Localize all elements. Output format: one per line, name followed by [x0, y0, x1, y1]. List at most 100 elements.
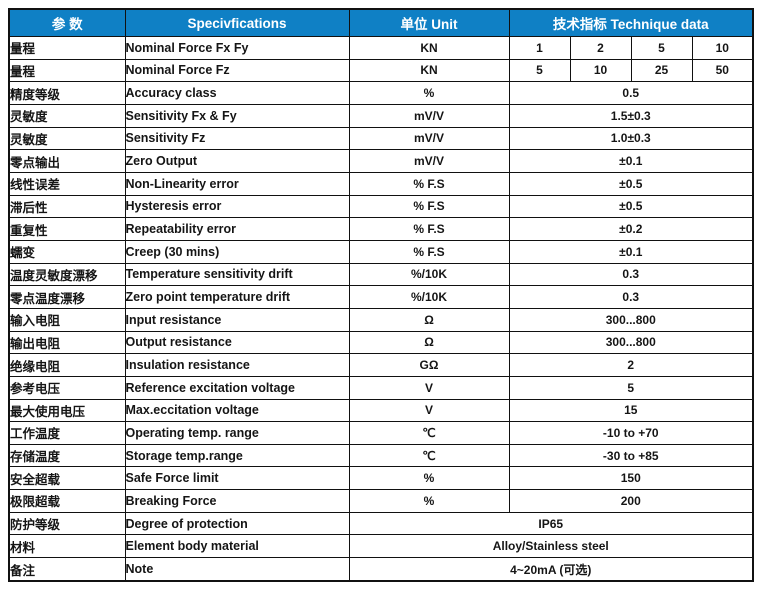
parameter-cell: 参考电压: [8, 375, 126, 400]
table-row: 输出电阻 Output resistance Ω 300...800: [8, 330, 754, 355]
table-row: 重复性 Repeatability error% F.S ±0.2: [8, 217, 754, 241]
parameter-cell: 极限超载: [8, 489, 126, 513]
value-cell: 50: [691, 58, 754, 83]
value-cell: ±0.2: [508, 217, 754, 241]
specification-cell: Breaking Force: [124, 489, 350, 513]
specification-cell: Safe Force limit: [124, 466, 350, 491]
specification-cell: Max.eccitation voltage: [124, 398, 350, 423]
unit-cell: % F.S: [348, 239, 510, 264]
table-row: 存储温度 Storage temp.range ℃ -30 to +85: [8, 443, 754, 468]
table-row: 材料 Element body material Alloy/Stainless s…: [8, 534, 754, 559]
parameter-cell: 蠕变: [8, 239, 126, 264]
value-cell: 0.5: [508, 81, 754, 105]
value-cell: 150: [508, 466, 754, 491]
parameter-cell: 滞后性: [8, 194, 126, 219]
unit-cell: %/10K: [348, 262, 510, 287]
parameter-cell: 输入电阻: [8, 307, 126, 332]
specification-cell: Nominal Force Fx Fy: [124, 36, 350, 60]
table-row: 量程 Nominal Force Fx Fy KN 1 2 5 10: [8, 36, 754, 60]
table-row: 零点输出 Zero Output mV/V ±0.1: [8, 149, 754, 173]
parameter-cell: 灵敏度: [8, 103, 126, 128]
specification-cell: Storage temp.range: [124, 443, 350, 468]
specification-cell: Hysteresis error: [124, 194, 350, 219]
table-row: 灵敏度 Sensitivity Fz mV/V 1.0±0.3: [8, 126, 754, 151]
value-cell: 10: [569, 58, 632, 83]
table-row: 线性误差 Non-Linearity error% F.S ±0.5: [8, 171, 754, 196]
specification-cell: Output resistance: [124, 330, 350, 355]
value-cell: 2: [569, 36, 632, 60]
unit-cell: V: [348, 375, 510, 400]
unit-cell: Ω: [348, 330, 510, 355]
parameter-cell: 零点输出: [8, 149, 126, 173]
value-cell: 5: [630, 36, 693, 60]
value-cell: 0.3: [508, 285, 754, 309]
table-row: 量程 Nominal Force Fz KN 5 10 25 50: [8, 58, 754, 83]
specification-cell: Temperature sensitivity drift: [124, 262, 350, 287]
value-cell: 1.0±0.3: [508, 126, 754, 151]
table-row: 防护等级 Degree of protection IP65: [8, 511, 754, 536]
value-cell: Alloy/Stainless steel: [348, 534, 754, 559]
value-cell: 25: [630, 58, 693, 83]
unit-cell: V: [348, 398, 510, 423]
value-cell: 2: [508, 353, 754, 377]
value-cell: 15: [508, 398, 754, 423]
unit-cell: KN: [348, 58, 510, 83]
unit-cell: %/10K: [348, 285, 510, 309]
parameter-cell: 材料: [8, 534, 126, 559]
value-cell: 300...800: [508, 330, 754, 355]
unit-cell: mV/V: [348, 149, 510, 173]
parameter-cell: 备注: [8, 557, 126, 582]
value-cell: 1.5±0.3: [508, 103, 754, 128]
parameter-cell: 防护等级: [8, 511, 126, 536]
unit-cell: % F.S: [348, 217, 510, 241]
unit-cell: KN: [348, 36, 510, 60]
header-specifications: Specivfications: [124, 8, 350, 37]
specification-table: 参 数 Specivfications 单位 Unit 技术指标 Techniq…: [8, 8, 755, 582]
specification-cell: Sensitivity Fz: [124, 126, 350, 151]
unit-cell: %: [348, 489, 510, 513]
parameter-cell: 线性误差: [8, 171, 126, 196]
header-parameter: 参 数: [8, 8, 126, 37]
unit-cell: ℃: [348, 443, 510, 468]
table-row: 极限超载 Breaking Force% 200: [8, 489, 754, 513]
unit-cell: % F.S: [348, 171, 510, 196]
parameter-cell: 绝缘电阻: [8, 353, 126, 377]
value-cell: 200: [508, 489, 754, 513]
header-row: 参 数 Specivfications 单位 Unit 技术指标 Techniq…: [8, 8, 754, 37]
specification-cell: Repeatability error: [124, 217, 350, 241]
value-cell: 300...800: [508, 307, 754, 332]
header-technique-data: 技术指标 Technique data: [508, 8, 754, 37]
unit-cell: %: [348, 81, 510, 105]
table-body: 量程 Nominal Force Fx Fy KN 1 2 5 10 量程 Nominal Fo…: [8, 36, 754, 582]
specification-cell: Non-Linearity error: [124, 171, 350, 196]
specification-cell: Element body material: [124, 534, 350, 559]
parameter-cell: 输出电阻: [8, 330, 126, 355]
specification-cell: Insulation resistance: [124, 353, 350, 377]
table-row: 工作温度 Operating temp. range ℃ -10 to +70: [8, 421, 754, 445]
specification-cell: Zero point temperature drift: [124, 285, 350, 309]
table-row: 参考电压 Reference excitation voltage V 5: [8, 375, 754, 400]
value-cell: 4~20mA (可选): [348, 557, 754, 582]
unit-cell: mV/V: [348, 126, 510, 151]
value-cell: 1: [508, 36, 571, 60]
specification-cell: Accuracy class: [124, 81, 350, 105]
value-cell: 10: [691, 36, 754, 60]
specification-cell: Note: [124, 557, 350, 582]
unit-cell: % F.S: [348, 194, 510, 219]
unit-cell: Ω: [348, 307, 510, 332]
parameter-cell: 量程: [8, 58, 126, 83]
table-row: 零点温度漂移 Zero point temperature drift %/10K 0…: [8, 285, 754, 309]
parameter-cell: 工作温度: [8, 421, 126, 445]
value-cell: 5: [508, 375, 754, 400]
parameter-cell: 重复性: [8, 217, 126, 241]
specification-cell: Sensitivity Fx & Fy: [124, 103, 350, 128]
table-row: 温度灵敏度漂移 Temperature sensitivity drift %/10…: [8, 262, 754, 287]
table-header: 参 数 Specivfications 单位 Unit 技术指标 Techniq…: [8, 8, 754, 37]
table-row: 安全超载 Safe Force limit% 150: [8, 466, 754, 491]
value-cell: IP65: [348, 511, 754, 536]
parameter-cell: 存储温度: [8, 443, 126, 468]
value-cell: ±0.5: [508, 194, 754, 219]
value-cell: 5: [508, 58, 571, 83]
value-cell: -10 to +70: [508, 421, 754, 445]
